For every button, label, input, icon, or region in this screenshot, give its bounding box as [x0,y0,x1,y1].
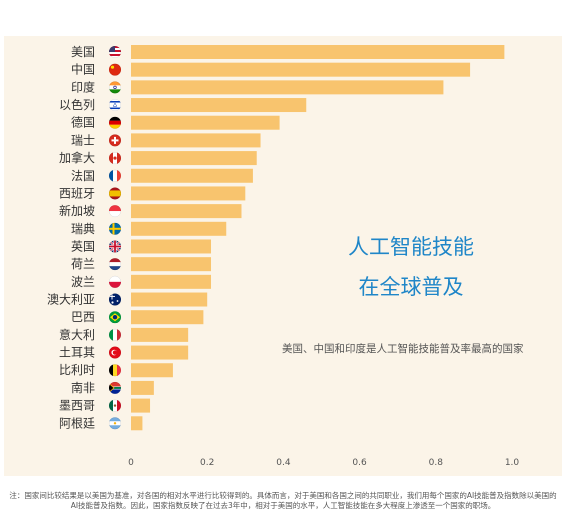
bar [131,292,208,307]
category-label: 荷兰 [71,257,95,271]
category-label: 英国 [71,239,95,253]
pl-flag-icon [108,275,122,288]
category-label: 中国 [71,62,95,77]
bar [131,221,227,236]
headline: 人工智能技能 在全球普及 [286,227,536,307]
bar [131,186,246,201]
footnote: 注：国家间比较结果是以美国为基准，对各国的相对水平进行比较得到的。具体而言，对于… [9,491,557,510]
category-label: 巴西 [71,310,95,324]
br-flag-icon [108,311,122,324]
x-tick-label: 0.8 [429,458,444,468]
category-label: 南非 [71,380,95,395]
be-flag-icon [108,364,122,377]
category-label: 比利时 [59,363,95,377]
se-flag-icon [108,222,122,235]
us-flag-icon [108,45,122,59]
au-flag-icon [108,293,122,306]
bar [131,380,154,395]
cn-flag-icon [108,63,122,76]
bar [131,151,257,166]
bar [131,168,253,183]
bar [131,45,505,59]
headline-line-2: 在全球普及 [358,275,464,299]
headline-line-1: 人工智能技能 [348,235,474,259]
bar [131,80,444,95]
sg-flag-icon [108,205,122,218]
category-label: 意大利 [59,327,95,342]
category-label: 瑞士 [71,133,95,147]
bar [131,345,189,360]
bar [131,363,173,378]
category-label: 墨西哥 [59,399,95,413]
category-label: 印度 [71,79,95,94]
category-label: 阿根廷 [59,416,95,430]
category-label: 新加坡 [59,203,95,218]
x-tick-label: 1.0 [505,458,520,468]
il-flag-icon [108,98,122,112]
x-tick-label: 0.2 [200,458,214,468]
bar [131,416,143,431]
bar [131,204,242,219]
x-tick-label: 0 [128,458,134,468]
category-label: 德国 [71,115,95,130]
za-flag-icon [108,381,122,394]
bar [131,115,280,130]
bar [131,133,261,148]
ar-flag-icon [108,417,122,430]
x-tick-label: 0.4 [276,458,291,468]
x-tick-label: 0.6 [352,458,367,468]
bar [131,239,212,254]
in-flag-icon [108,81,122,94]
category-label: 澳大利亚 [47,293,95,307]
chart-panel: 美国中国印度以色列德国瑞士加拿大法国西班牙新加坡瑞典英国荷兰波兰澳大利亚巴西意大… [4,36,562,476]
bar [131,398,151,413]
category-label: 西班牙 [59,186,95,200]
category-label: 加拿大 [59,150,95,165]
it-flag-icon [108,328,122,341]
fr-flag-icon [108,169,122,182]
bar [131,274,212,289]
bar [131,310,204,325]
category-label: 法国 [71,169,95,183]
bar-chart: 美国中国印度以色列德国瑞士加拿大法国西班牙新加坡瑞典英国荷兰波兰澳大利亚巴西意大… [47,45,520,468]
bar [131,62,471,77]
ca-flag-icon [108,152,122,165]
de-flag-icon [108,116,122,129]
category-label: 土耳其 [59,346,95,360]
bar [131,257,212,272]
category-label: 美国 [71,45,95,59]
nl-flag-icon [108,258,122,271]
category-label: 波兰 [71,275,95,289]
es-flag-icon [108,187,122,200]
category-label: 瑞典 [71,222,95,236]
tr-flag-icon [108,346,122,359]
subtitle: 美国、中国和印度是人工智能技能普及率最高的国家 [282,343,524,355]
ch-flag-icon [108,134,122,147]
gb-flag-icon [108,240,122,253]
bar [131,327,189,342]
bar [131,98,307,113]
mx-flag-icon [108,399,122,412]
category-label: 以色列 [59,98,95,112]
